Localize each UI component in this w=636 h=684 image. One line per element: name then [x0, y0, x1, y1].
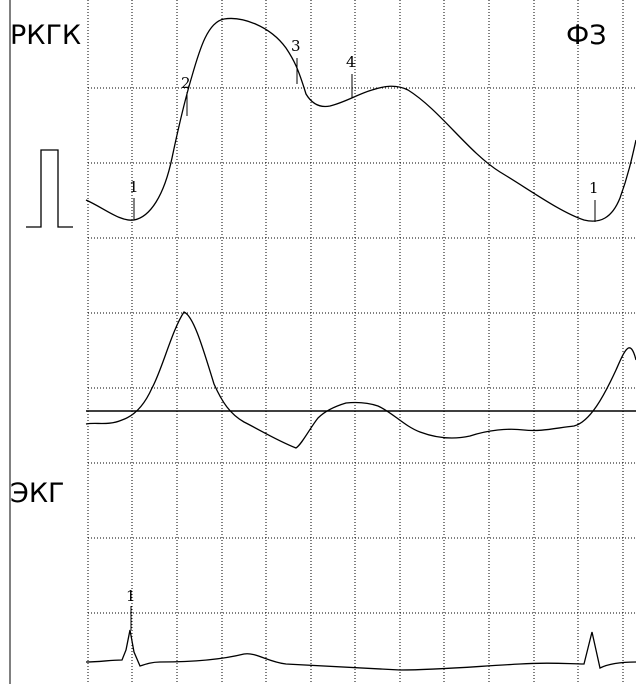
marker-2: 2: [181, 74, 191, 116]
marker-1-left: 1: [129, 178, 139, 220]
marker-4-label: 4: [346, 53, 356, 71]
marker-3: 3: [291, 37, 301, 84]
fz-label: ФЗ: [566, 20, 607, 51]
ekg-marker-1-label: 1: [126, 587, 136, 605]
differential-trace: [85, 311, 636, 449]
ekg-marker-1: 1: [126, 587, 136, 630]
marker-2-label: 2: [181, 74, 191, 92]
ekg-trace: [85, 629, 636, 671]
ekg-label: ЭКГ: [10, 478, 65, 509]
calibration-pulse-icon: [26, 149, 73, 228]
marker-1-right-label: 1: [589, 179, 599, 197]
rheogram-trace: [85, 17, 636, 222]
marker-1-left-label: 1: [129, 178, 139, 196]
marker-4: 4: [346, 53, 356, 98]
marker-3-label: 3: [291, 37, 301, 55]
marker-1-right: 1: [589, 179, 599, 222]
rkgk-label: РКГК: [10, 20, 81, 51]
grid: [87, 0, 636, 684]
